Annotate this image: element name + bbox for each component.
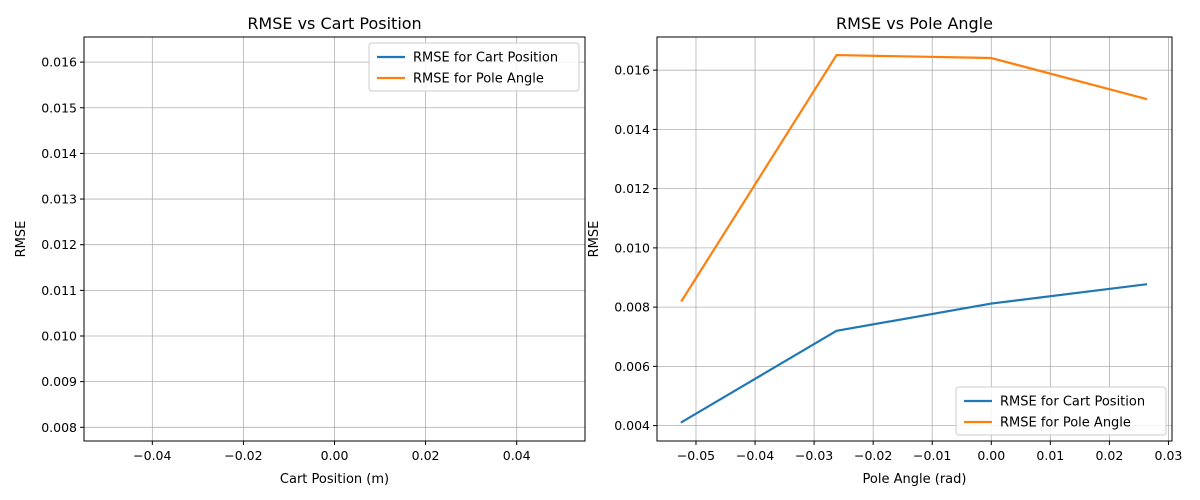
y-tick-label: 0.010 xyxy=(614,240,650,255)
x-tick-label: 0.04 xyxy=(503,448,531,463)
x-tick-label: 0.02 xyxy=(412,448,440,463)
x-tick-label: 0.00 xyxy=(977,448,1005,463)
y-tick-label: 0.008 xyxy=(41,420,77,435)
legend-box xyxy=(955,386,1167,436)
x-tick-label: −0.02 xyxy=(854,448,892,463)
legend-box xyxy=(368,42,580,92)
y-tick-label: 0.004 xyxy=(614,418,650,433)
y-tick-label: 0.015 xyxy=(41,100,77,115)
y-tick-label: 0.012 xyxy=(614,181,650,196)
legend-entry: RMSE for Pole Angle xyxy=(1000,416,1131,431)
x-axis-label: Pole Angle (rad) xyxy=(863,472,967,487)
x-tick-label: −0.02 xyxy=(224,448,262,463)
y-tick-label: 0.010 xyxy=(41,329,77,344)
y-tick-label: 0.008 xyxy=(614,300,650,315)
x-tick-label: −0.03 xyxy=(795,448,833,463)
y-tick-label: 0.013 xyxy=(41,192,77,207)
y-axis-label: RMSE xyxy=(14,221,29,258)
x-tick-label: −0.05 xyxy=(677,448,715,463)
y-axis-label: RMSE xyxy=(587,221,602,258)
legend-entry: RMSE for Pole Angle xyxy=(413,72,544,87)
y-tick-label: 0.016 xyxy=(614,63,650,78)
chart-title: RMSE vs Cart Position xyxy=(247,14,421,33)
x-tick-label: 0.01 xyxy=(1036,448,1064,463)
legend: RMSE for Cart Position RMSE for Pole Angl… xyxy=(955,386,1167,436)
y-tick-label: 0.011 xyxy=(41,283,77,298)
legend: RMSE for Cart Position RMSE for Pole Angl… xyxy=(368,42,580,92)
y-tick-label: 0.009 xyxy=(41,374,77,389)
legend-entry: RMSE for Cart Position xyxy=(1000,395,1145,410)
axes-frame xyxy=(656,36,1173,442)
y-tick-label: 0.006 xyxy=(614,359,650,374)
x-tick-label: −0.04 xyxy=(736,448,774,463)
chart-title: RMSE vs Pole Angle xyxy=(836,14,993,33)
y-tick-label: 0.014 xyxy=(614,122,650,137)
x-tick-label: 0.00 xyxy=(321,448,349,463)
x-tick-label: −0.01 xyxy=(913,448,951,463)
legend-entry: RMSE for Cart Position xyxy=(413,51,558,66)
x-tick-label: 0.02 xyxy=(1095,448,1123,463)
chart-panel-2: −0.05 −0.04 −0.03 −0.02 −0.01 0.00 0.01 0.02 0.0… xyxy=(587,14,1182,487)
y-tick-label: 0.014 xyxy=(41,146,77,161)
x-axis-label: Cart Position (m) xyxy=(280,472,389,487)
x-tick-label: 0.03 xyxy=(1155,448,1183,463)
chart-panel-1: −0.04 −0.02 0.00 0.02 0.04 0.008 0.009 0.010 0.0… xyxy=(14,14,586,487)
x-tick-label: −0.04 xyxy=(133,448,171,463)
y-tick-label: 0.012 xyxy=(41,237,77,252)
y-tick-label: 0.016 xyxy=(41,55,77,70)
series-line-1 xyxy=(680,283,1148,424)
series-line-2 xyxy=(680,53,1148,303)
